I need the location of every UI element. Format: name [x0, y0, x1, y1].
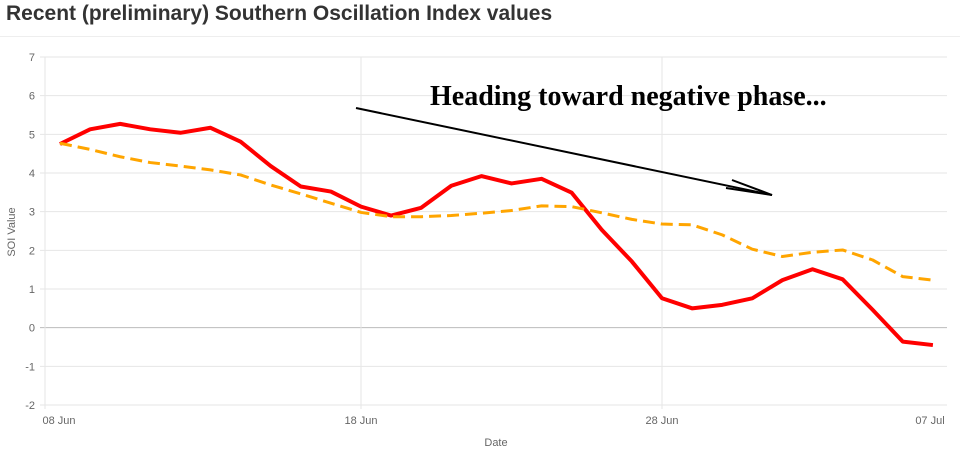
- y-tick-label: -1: [25, 361, 35, 373]
- series-lines: [59, 121, 934, 348]
- arrow-shaft: [355, 107, 773, 196]
- trend-arrow: [355, 107, 773, 196]
- x-tick-label: 18 Jun: [344, 415, 377, 427]
- y-tick-label: 2: [29, 245, 35, 257]
- y-tick-label: -2: [25, 400, 35, 412]
- y-tick-labels: 7 6 5 4 3 2 1 0 -1 -2: [25, 52, 35, 412]
- x-tick-label: 28 Jun: [645, 415, 678, 427]
- y-tick-label: 6: [29, 91, 35, 103]
- annotation-text: Heading toward negative phase...: [430, 81, 827, 112]
- chart-title: Recent (preliminary) Southern Oscillatio…: [6, 2, 553, 25]
- y-axis-label: SOI Value: [6, 207, 18, 256]
- title-divider: [0, 36, 960, 37]
- y-tick-label: 0: [29, 323, 35, 335]
- x-tick-labels: 08 Jun 18 Jun 28 Jun 07 Jul: [42, 415, 944, 427]
- y-tick-label: 3: [29, 207, 35, 219]
- x-tick-label: 08 Jun: [42, 415, 75, 427]
- solid-series-line: [59, 121, 934, 348]
- y-tick-label: 1: [29, 284, 35, 296]
- y-tick-label: 7: [29, 52, 35, 64]
- arrow-head: [725, 179, 773, 196]
- grid: [40, 56, 947, 409]
- dashed-series-line: [59, 141, 934, 282]
- y-tick-label: 4: [29, 168, 35, 180]
- y-tick-label: 5: [29, 129, 35, 141]
- x-axis-label: Date: [484, 437, 507, 449]
- x-tick-label: 07 Jul: [915, 415, 944, 427]
